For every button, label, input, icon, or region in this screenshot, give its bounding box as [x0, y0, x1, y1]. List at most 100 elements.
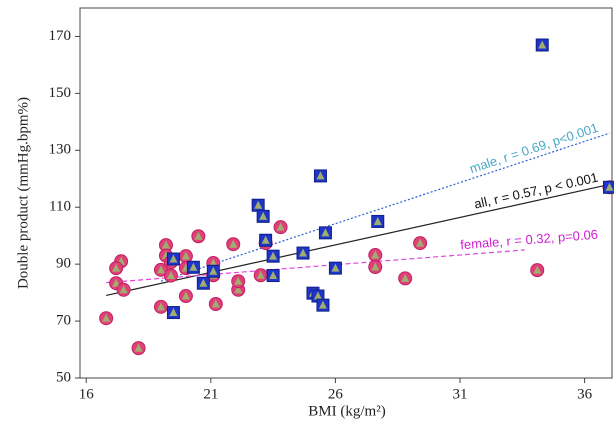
marker-triangle	[299, 248, 308, 257]
x-tick-label: 21	[203, 386, 218, 402]
y-tick-label: 90	[56, 256, 71, 272]
x-axis-label: BMI (kg/m²)	[308, 403, 385, 419]
marker-triangle	[254, 200, 263, 209]
trend-label: male, r = 0.69, p<0.001	[468, 120, 600, 176]
data-point	[530, 263, 545, 278]
marker-triangle	[112, 278, 121, 287]
data-point	[166, 252, 180, 266]
data-point	[196, 276, 210, 290]
trend-line	[160, 132, 610, 282]
y-tick-label: 170	[49, 28, 72, 44]
marker-triangle	[119, 285, 128, 294]
marker-triangle	[181, 291, 190, 300]
marker-triangle	[134, 343, 143, 352]
x-tick-label: 36	[577, 386, 593, 402]
data-point	[208, 297, 223, 311]
data-point	[398, 271, 413, 286]
marker-triangle	[371, 262, 380, 271]
marker-triangle	[401, 273, 410, 282]
y-tick-label: 150	[49, 85, 72, 101]
data-point	[328, 261, 342, 275]
marker-triangle	[234, 276, 243, 285]
marker-triangle	[209, 266, 218, 275]
data-point	[603, 180, 614, 194]
data-point	[226, 237, 241, 252]
data-point	[116, 282, 131, 297]
data-point	[131, 341, 146, 356]
data-point	[296, 246, 310, 260]
data-point	[178, 249, 193, 264]
data-point	[158, 238, 173, 253]
data-point	[166, 306, 180, 320]
marker-triangle	[156, 265, 165, 274]
data-point	[178, 289, 193, 304]
marker-triangle	[316, 171, 325, 180]
marker-triangle	[234, 285, 243, 294]
data-point	[535, 38, 549, 52]
data-point	[273, 220, 288, 235]
data-point	[266, 269, 280, 283]
marker-triangle	[533, 265, 542, 274]
marker-triangle	[156, 302, 165, 311]
data-point	[368, 248, 383, 263]
y-axis-label: Double product (mmHg.bpm%)	[15, 97, 31, 289]
data-point	[318, 226, 332, 240]
data-point	[259, 233, 273, 247]
marker-triangle	[112, 263, 121, 272]
marker-triangle	[269, 271, 278, 280]
y-tick-label: 130	[49, 142, 72, 158]
trend-line	[106, 249, 525, 284]
marker-triangle	[318, 300, 327, 309]
marker-triangle	[416, 238, 425, 247]
y-tick-label: 110	[49, 199, 71, 215]
data-point	[231, 274, 246, 289]
data-point	[313, 169, 327, 183]
marker-triangle	[166, 271, 175, 280]
marker-triangle	[259, 211, 268, 220]
marker-triangle	[371, 250, 380, 259]
marker-triangle	[605, 182, 614, 191]
marker-triangle	[189, 262, 198, 271]
marker-triangle	[169, 254, 178, 263]
data-point	[191, 229, 206, 244]
data-point	[368, 260, 383, 274]
x-tick-label: 31	[453, 386, 468, 402]
marker-triangle	[161, 240, 170, 249]
trend-line	[106, 183, 610, 297]
data-point	[256, 209, 270, 223]
marker-triangle	[102, 313, 111, 322]
data-point	[266, 249, 280, 263]
marker-triangle	[313, 291, 322, 300]
x-tick-label: 16	[79, 386, 95, 402]
data-point	[371, 214, 385, 228]
data-point	[153, 299, 168, 314]
x-tick-label: 26	[328, 386, 344, 402]
marker-triangle	[261, 235, 270, 244]
marker-triangle	[211, 299, 220, 308]
trend-label: female, r = 0.32, p=0.06	[460, 227, 599, 253]
data-point	[186, 260, 200, 274]
data-point	[251, 198, 265, 212]
marker-triangle	[181, 251, 190, 260]
marker-triangle	[209, 258, 218, 267]
data-point	[99, 311, 114, 326]
marker-triangle	[269, 251, 278, 260]
marker-triangle	[256, 270, 265, 279]
marker-triangle	[169, 308, 178, 317]
data-point	[163, 268, 178, 283]
data-point	[413, 236, 428, 251]
marker-triangle	[331, 263, 340, 272]
y-tick-label: 50	[56, 369, 71, 385]
marker-triangle	[199, 278, 208, 287]
y-tick-label: 70	[56, 313, 71, 329]
data-point	[109, 261, 124, 276]
data-point	[316, 298, 330, 312]
marker-triangle	[538, 40, 547, 49]
marker-triangle	[276, 222, 285, 231]
marker-triangle	[194, 231, 203, 240]
marker-triangle	[373, 216, 382, 225]
data-point	[253, 268, 268, 283]
data-point	[206, 264, 220, 278]
marker-triangle	[321, 228, 330, 237]
